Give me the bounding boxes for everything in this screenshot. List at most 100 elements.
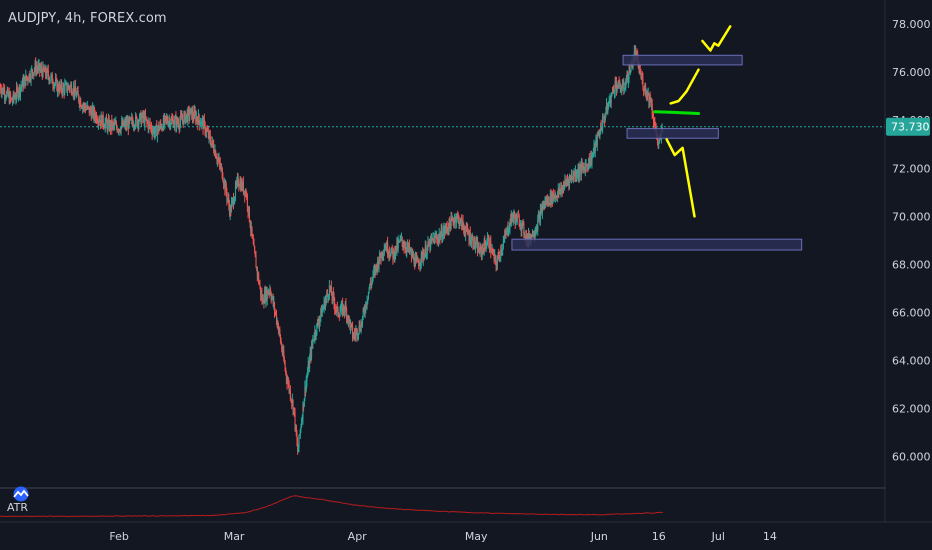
candle-body <box>369 283 371 289</box>
candle-body <box>583 167 585 169</box>
candle-body <box>193 111 196 119</box>
candle-body <box>73 87 75 95</box>
candle-body <box>171 119 173 121</box>
candle-body <box>226 192 228 200</box>
candle-body <box>70 84 73 93</box>
candle-body <box>455 217 457 223</box>
candle-body <box>566 180 568 183</box>
candle-body <box>375 265 377 267</box>
candle-body <box>201 119 203 124</box>
candle-body <box>304 386 306 399</box>
candle-body <box>437 239 439 242</box>
yellow-drawing-line[interactable] <box>669 68 700 105</box>
candle-body <box>289 389 291 391</box>
zone-rectangle[interactable] <box>511 238 803 251</box>
price-axis[interactable]: 60.000 62.000 64.000 66.000 68.000 70.000 72.0… <box>892 18 931 464</box>
candle-body <box>182 119 184 121</box>
candle-body <box>403 246 405 248</box>
candle-body <box>412 252 414 258</box>
candle-body <box>223 181 225 185</box>
candle-body <box>430 237 432 240</box>
candle-body <box>586 164 588 167</box>
candle-body <box>607 105 609 112</box>
candle-body <box>366 301 368 305</box>
candle-body <box>23 76 26 80</box>
candle-body <box>146 118 148 122</box>
candle-body <box>540 208 542 210</box>
candle-body <box>471 237 473 239</box>
candle-body <box>35 63 37 72</box>
candle-body <box>86 105 88 109</box>
zone-rectangle[interactable] <box>622 54 743 66</box>
candle-body <box>140 113 142 124</box>
candle-body <box>651 104 653 114</box>
candle-body <box>92 107 94 118</box>
candle-body <box>601 129 603 130</box>
candle-body <box>221 166 223 168</box>
candle-body <box>92 107 94 111</box>
candle-body <box>516 214 518 222</box>
candle-body <box>311 344 313 358</box>
candle-body <box>380 256 382 259</box>
candle-body <box>359 325 361 331</box>
candle-body <box>188 109 190 118</box>
candle-body <box>25 75 28 79</box>
candle-body <box>65 82 67 84</box>
hand-drawn-annotations[interactable] <box>653 25 732 218</box>
candle-body <box>600 125 602 130</box>
candle-body <box>47 69 49 71</box>
candle-body <box>376 266 378 270</box>
candle-body <box>37 68 39 70</box>
candle-body <box>187 109 189 122</box>
candle-body <box>278 329 280 330</box>
green-drawing-line[interactable] <box>653 110 700 115</box>
candle-body <box>585 164 587 166</box>
candle-body <box>579 166 581 170</box>
candle-body <box>274 311 276 313</box>
candle-body <box>296 435 298 443</box>
candle-body <box>199 120 201 126</box>
candle-body <box>429 241 431 249</box>
y-tick-label: 76.000 <box>892 66 931 79</box>
candle-body <box>574 171 576 176</box>
candle-body <box>275 312 277 315</box>
yellow-drawing-line[interactable] <box>701 25 732 52</box>
yellow-drawing-line[interactable] <box>665 138 696 218</box>
candle-body <box>511 212 513 217</box>
zone-rectangle[interactable] <box>626 128 719 139</box>
time-axis[interactable]: Feb Mar Apr May Jun 16 Jul 14 <box>109 530 777 543</box>
candle-body <box>6 89 8 93</box>
candle-body <box>133 125 135 128</box>
candle-body <box>54 83 56 85</box>
candle-body <box>549 203 551 205</box>
candle-body <box>193 116 195 119</box>
candle-body <box>480 246 482 249</box>
candle-body <box>484 241 486 246</box>
candle-body <box>371 278 373 281</box>
candle-body <box>137 121 139 126</box>
candle-body <box>645 92 647 97</box>
candle-body <box>294 412 296 428</box>
candle-body <box>468 234 470 241</box>
zone-rectangles[interactable] <box>511 54 803 251</box>
current-price-label-text: 73.730 <box>891 121 930 134</box>
candle-body <box>443 228 446 233</box>
x-tick-label: May <box>465 530 488 543</box>
indicator-label[interactable]: ATR <box>7 501 29 514</box>
candle-body <box>212 140 214 146</box>
candle-body <box>148 122 151 124</box>
candle-body <box>262 297 264 303</box>
candle-body <box>115 123 118 128</box>
candle-body <box>454 217 456 221</box>
candle-body <box>249 221 251 227</box>
candle-body <box>363 309 366 313</box>
candle-body <box>189 108 192 115</box>
candle-body <box>481 248 483 255</box>
candle-body <box>641 77 643 78</box>
candle-body <box>34 63 36 70</box>
candle-body <box>43 65 45 70</box>
candle-body <box>18 93 20 98</box>
candle-body <box>505 234 507 235</box>
candle-body <box>137 121 139 125</box>
